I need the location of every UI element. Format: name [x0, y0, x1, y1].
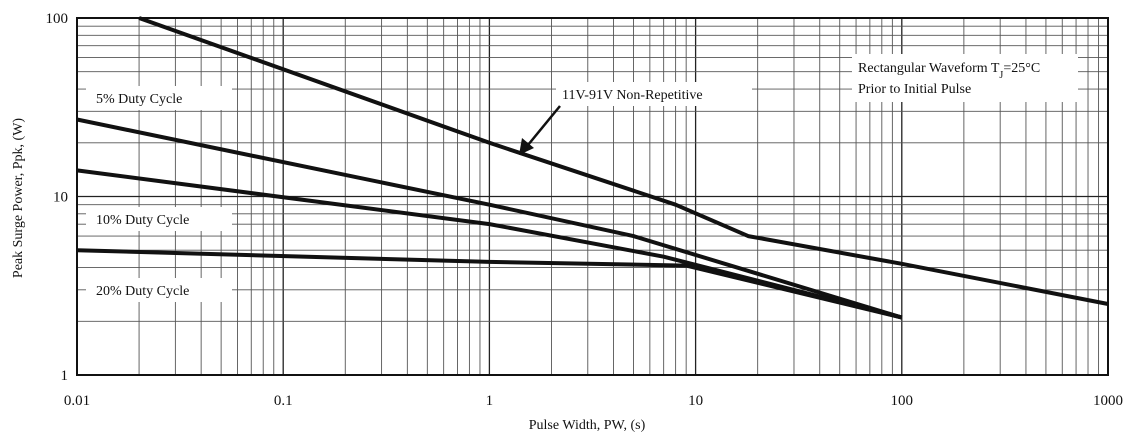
label-20-duty-text: 20% Duty Cycle: [96, 284, 189, 299]
x-tick-label: 100: [891, 393, 914, 409]
waveform-note: Rectangular Waveform TJ=25°C Prior to In…: [852, 54, 1078, 102]
y-tick-labels: 1 10 100: [46, 11, 69, 384]
label-20-duty-cycle: 20% Duty Cycle: [86, 278, 232, 302]
x-tick-label: 10: [688, 393, 703, 409]
x-tick-label: 1000: [1093, 393, 1123, 409]
label-5-duty-cycle: 5% Duty Cycle: [86, 86, 232, 110]
label-non-repetitive-text: 11V-91V Non-Repetitive: [562, 88, 703, 103]
series-layer: [76, 16, 1109, 320]
waveform-note-line2: Prior to Initial Pulse: [858, 82, 971, 97]
plot-frame: [76, 17, 1109, 376]
label-10-duty-text: 10% Duty Cycle: [96, 213, 189, 228]
grid-lines: [76, 18, 1108, 376]
x-tick-label: 0.01: [64, 393, 90, 409]
waveform-note-line1: Rectangular Waveform TJ=25°C: [858, 61, 1040, 81]
x-axis-title: Pulse Width, PW, (s): [529, 418, 646, 433]
series-line-duty-5: [76, 117, 903, 320]
label-non-repetitive: 11V-91V Non-Repetitive: [556, 82, 752, 106]
x-tick-label: 0.1: [274, 393, 293, 409]
y-tick-label: 10: [53, 190, 68, 206]
arrow-non-repetitive: [519, 105, 561, 155]
x-tick-label: 1: [486, 393, 494, 409]
y-tick-label: 100: [46, 11, 69, 27]
y-axis-title: Peak Surge Power, Ppk, (W): [11, 118, 26, 278]
label-5-duty-text: 5% Duty Cycle: [96, 92, 182, 107]
label-10-duty-cycle: 10% Duty Cycle: [86, 207, 232, 231]
series-line-non-repetitive: [138, 16, 1109, 306]
y-tick-label: 1: [61, 368, 69, 384]
x-tick-labels: 0.01 0.1 1 10 100 1000: [64, 393, 1123, 409]
series-line-duty-20: [76, 248, 903, 320]
